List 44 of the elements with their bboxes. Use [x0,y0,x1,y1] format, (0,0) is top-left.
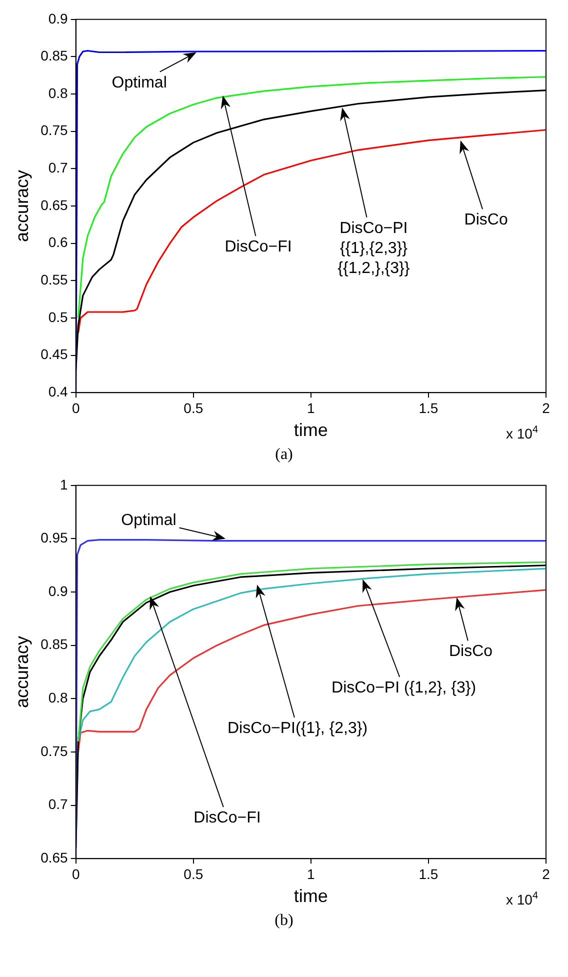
y-tick-label: 0.95 [40,530,68,546]
annotation: DisCo−PI {{1},{2,3}} {{1,2,},{3}} [338,220,410,277]
text: (a) [274,446,294,465]
y-axis-title: accuracy [12,636,32,708]
x-tick-label: 0 [72,400,80,416]
annotation: DisCo−FI [194,809,261,826]
x-tick-label: 0 [72,866,80,882]
y-axis-title: accuracy [12,170,32,242]
x-tick-label: 2 [542,866,550,882]
x-axis-title: time [294,886,328,906]
annotation: DisCo [464,212,508,229]
y-tick-label: 0.9 [48,582,68,599]
y-tick-label: 0.65 [40,196,68,213]
x-tick-label: 1.5 [418,866,438,882]
y-tick-label: 0.7 [48,160,68,176]
y-tick-label: 0.9 [48,10,68,26]
y-tick-label: 0.55 [40,272,68,288]
y-tick-label: 0.8 [48,690,68,706]
text: (b) [274,912,294,931]
x-axis-title: time [294,420,328,440]
y-tick-label: 0.5 [48,308,68,325]
y-tick-label: 1 [60,476,68,492]
y-tick-label: 0.45 [40,346,68,362]
x-tick-label: 1.5 [418,400,438,416]
y-tick-label: 0.75 [40,742,68,759]
y-tick-label: 0.85 [40,48,68,64]
x-tick-label: 0.5 [184,400,204,416]
y-tick-label: 0.75 [40,122,68,138]
x-tick-label: 1 [307,866,316,882]
y-tick-label: 0.8 [48,84,68,101]
x-tick-label: 1 [307,400,316,416]
y-tick-label: 0.65 [40,849,68,866]
y-tick-label: 0.85 [40,636,68,652]
x-tick-label: 2 [542,400,550,416]
annotation: DisCo−PI ({1,2}, {3}) [332,679,476,696]
annotation: Optimal [121,512,176,529]
annotation: DisCo−FI [224,238,292,256]
x-tick-label: 0.5 [184,866,204,882]
annotation: DisCo−PI({1}, {2,3}) [227,720,368,737]
y-tick-label: 0.6 [48,234,68,250]
y-tick-label: 0.4 [48,383,68,400]
y-tick-label: 0.7 [48,796,68,812]
annotation: Optimal [112,74,167,92]
annotation: DisCo [448,643,493,660]
